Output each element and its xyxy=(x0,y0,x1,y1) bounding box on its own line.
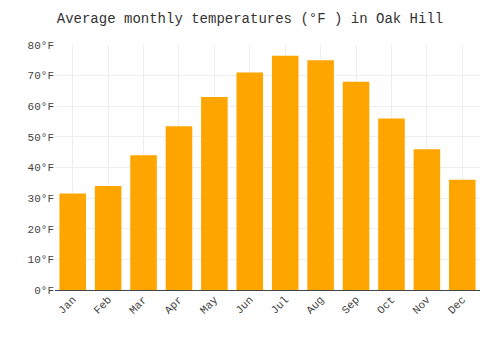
svg-text:Nov: Nov xyxy=(410,294,433,317)
svg-text:Jan: Jan xyxy=(56,294,78,316)
svg-text:Feb: Feb xyxy=(92,294,114,316)
svg-text:Average monthly temperatures (: Average monthly temperatures (°F ) in Oa… xyxy=(57,11,443,27)
svg-text:Oct: Oct xyxy=(375,294,397,316)
svg-text:Mar: Mar xyxy=(127,294,149,316)
svg-text:May: May xyxy=(198,294,221,317)
svg-text:Jul: Jul xyxy=(269,294,291,316)
svg-text:Jun: Jun xyxy=(233,294,255,316)
svg-text:50°F: 50°F xyxy=(28,132,54,144)
svg-text:Dec: Dec xyxy=(446,294,468,316)
svg-text:70°F: 70°F xyxy=(28,70,54,82)
svg-text:60°F: 60°F xyxy=(28,101,54,113)
svg-text:80°F: 80°F xyxy=(28,40,54,52)
svg-text:10°F: 10°F xyxy=(28,254,54,266)
svg-text:40°F: 40°F xyxy=(28,162,54,174)
svg-text:Sep: Sep xyxy=(340,294,362,316)
svg-text:Aug: Aug xyxy=(304,294,326,316)
svg-text:0°F: 0°F xyxy=(34,285,54,297)
svg-text:30°F: 30°F xyxy=(28,193,54,205)
svg-text:20°F: 20°F xyxy=(28,224,54,236)
svg-text:Apr: Apr xyxy=(162,294,184,316)
